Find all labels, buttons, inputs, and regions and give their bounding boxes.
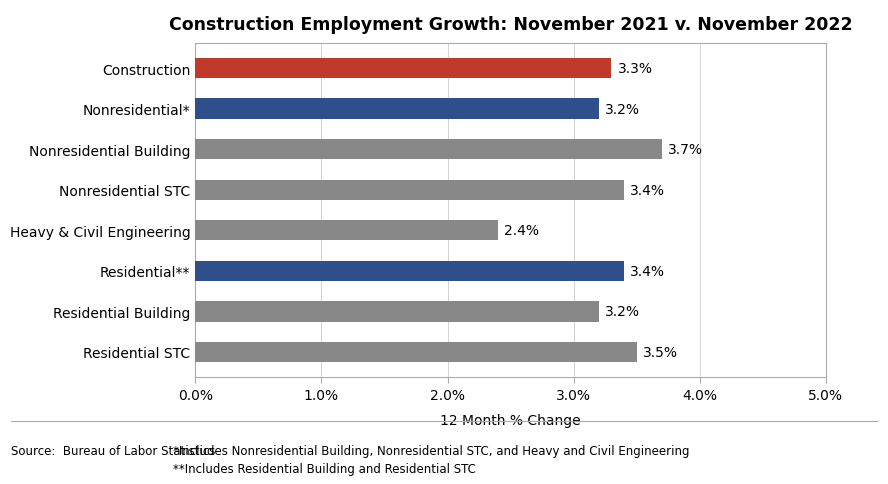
Text: 3.2%: 3.2%: [606, 305, 640, 319]
Bar: [195, 302, 599, 322]
X-axis label: 12 Month % Change: 12 Month % Change: [440, 413, 581, 427]
Bar: [195, 59, 612, 79]
Bar: [195, 140, 662, 160]
Text: 3.7%: 3.7%: [669, 143, 703, 157]
Text: **Includes Residential Building and Residential STC: **Includes Residential Building and Resi…: [173, 462, 476, 475]
Bar: [195, 342, 637, 363]
Bar: [195, 99, 599, 120]
Bar: [195, 261, 624, 281]
Text: 3.3%: 3.3%: [618, 62, 653, 76]
Text: *Includes Nonresidential Building, Nonresidential STC, and Heavy and Civil Engin: *Includes Nonresidential Building, Nonre…: [173, 444, 690, 457]
Text: 3.2%: 3.2%: [606, 102, 640, 116]
Text: 3.4%: 3.4%: [630, 183, 665, 197]
Text: 2.4%: 2.4%: [504, 224, 539, 238]
Text: 3.5%: 3.5%: [643, 345, 678, 359]
Text: 3.4%: 3.4%: [630, 264, 665, 278]
Title: Construction Employment Growth: November 2021 v. November 2022: Construction Employment Growth: November…: [169, 15, 852, 34]
Bar: [195, 221, 498, 241]
Text: Source:  Bureau of Labor Statistics: Source: Bureau of Labor Statistics: [11, 444, 215, 457]
Bar: [195, 180, 624, 200]
